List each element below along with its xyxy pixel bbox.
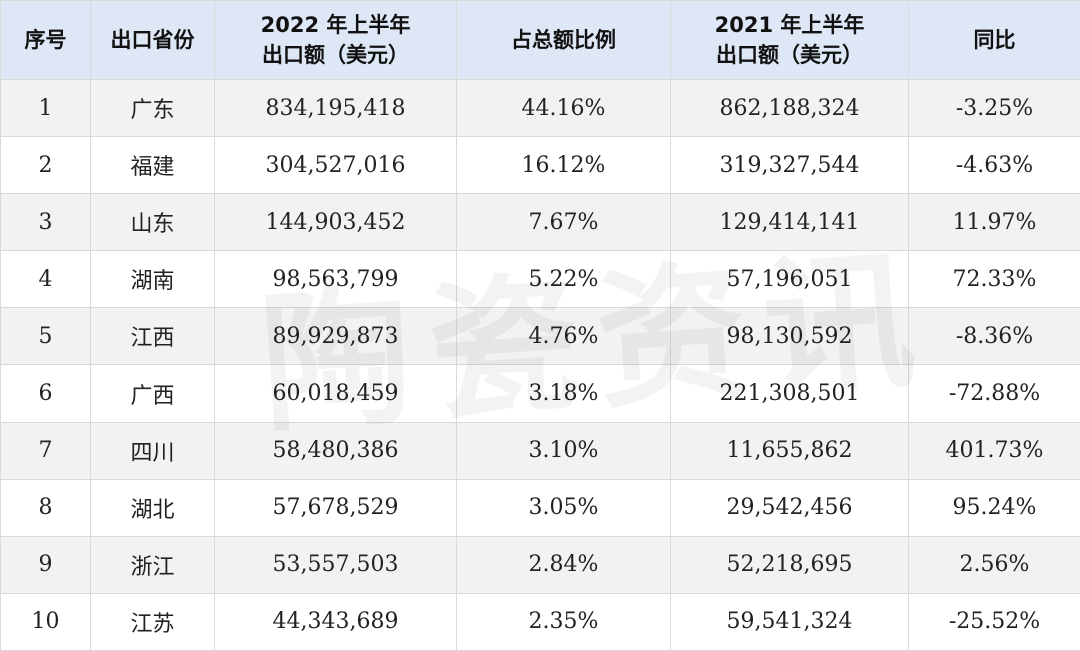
cell-rank: 2 xyxy=(0,136,91,195)
header-rank: 序号 xyxy=(0,0,91,80)
cell-province: 山东 xyxy=(90,193,215,252)
cell-yoy: -72.88% xyxy=(908,364,1080,423)
header-export-2021: 2021 年上半年 出口额（美元） xyxy=(670,0,909,80)
cell-share: 2.84% xyxy=(456,535,671,594)
header-share: 占总额比例 xyxy=(456,0,671,80)
header-export-2021-line2: 出口额（美元） xyxy=(716,43,863,67)
cell-export-2022: 58,480,386 xyxy=(214,421,457,480)
table-row: 1 广东 834,195,418 44.16% 862,188,324 -3.25% xyxy=(0,78,1080,138)
cell-yoy: 2.56% xyxy=(908,535,1080,594)
cell-share: 3.18% xyxy=(456,364,671,423)
cell-export-2021: 52,218,695 xyxy=(670,535,909,594)
cell-export-2022: 89,929,873 xyxy=(214,307,457,366)
cell-province: 江西 xyxy=(90,307,215,366)
cell-export-2021: 129,414,141 xyxy=(670,193,909,252)
cell-yoy: 95.24% xyxy=(908,478,1080,537)
cell-export-2022: 57,678,529 xyxy=(214,478,457,537)
cell-export-2021: 57,196,051 xyxy=(670,250,909,309)
header-province: 出口省份 xyxy=(90,0,215,80)
table-body: 1 广东 834,195,418 44.16% 862,188,324 -3.25% 2 福建… xyxy=(0,78,1080,651)
cell-export-2022: 834,195,418 xyxy=(214,78,457,138)
cell-province: 湖北 xyxy=(90,478,215,537)
cell-province: 广东 xyxy=(90,78,215,138)
cell-province: 浙江 xyxy=(90,535,215,594)
cell-export-2022: 98,563,799 xyxy=(214,250,457,309)
table-row: 6 广西 60,018,459 3.18% 221,308,501 -72.88% xyxy=(0,364,1080,423)
table-row: 2 福建 304,527,016 16.12% 319,327,544 -4.63% xyxy=(0,136,1080,195)
cell-yoy: 72.33% xyxy=(908,250,1080,309)
cell-rank: 9 xyxy=(0,535,91,594)
cell-export-2021: 59,541,324 xyxy=(670,592,909,651)
cell-yoy: -25.52% xyxy=(908,592,1080,651)
header-export-2022-line1: 2022 年上半年 xyxy=(260,13,411,37)
table-row: 7 四川 58,480,386 3.10% 11,655,862 401.73% xyxy=(0,421,1080,480)
table-row: 10 江苏 44,343,689 2.35% 59,541,324 -25.52% xyxy=(0,592,1080,651)
cell-rank: 10 xyxy=(0,592,91,651)
cell-export-2022: 44,343,689 xyxy=(214,592,457,651)
cell-yoy: 401.73% xyxy=(908,421,1080,480)
table-header-row: 序号 出口省份 2022 年上半年 出口额（美元） 占总额比例 2021 年上半… xyxy=(0,0,1080,80)
cell-export-2022: 304,527,016 xyxy=(214,136,457,195)
cell-rank: 3 xyxy=(0,193,91,252)
table-row: 8 湖北 57,678,529 3.05% 29,542,456 95.24% xyxy=(0,478,1080,537)
cell-rank: 5 xyxy=(0,307,91,366)
cell-province: 四川 xyxy=(90,421,215,480)
table-row: 5 江西 89,929,873 4.76% 98,130,592 -8.36% xyxy=(0,307,1080,366)
cell-export-2021: 11,655,862 xyxy=(670,421,909,480)
cell-rank: 4 xyxy=(0,250,91,309)
cell-province: 湖南 xyxy=(90,250,215,309)
header-export-2022-line2: 出口额（美元） xyxy=(262,43,409,67)
cell-share: 16.12% xyxy=(456,136,671,195)
cell-yoy: 11.97% xyxy=(908,193,1080,252)
cell-share: 3.05% xyxy=(456,478,671,537)
table-row: 9 浙江 53,557,503 2.84% 52,218,695 2.56% xyxy=(0,535,1080,594)
cell-share: 4.76% xyxy=(456,307,671,366)
cell-export-2021: 221,308,501 xyxy=(670,364,909,423)
cell-rank: 8 xyxy=(0,478,91,537)
cell-province: 福建 xyxy=(90,136,215,195)
header-export-2022: 2022 年上半年 出口额（美元） xyxy=(214,0,457,80)
cell-export-2021: 98,130,592 xyxy=(670,307,909,366)
cell-province: 江苏 xyxy=(90,592,215,651)
cell-rank: 1 xyxy=(0,78,91,138)
cell-yoy: -8.36% xyxy=(908,307,1080,366)
cell-export-2022: 60,018,459 xyxy=(214,364,457,423)
cell-export-2022: 144,903,452 xyxy=(214,193,457,252)
cell-share: 5.22% xyxy=(456,250,671,309)
cell-rank: 6 xyxy=(0,364,91,423)
header-export-2021-line1: 2021 年上半年 xyxy=(714,13,865,37)
cell-share: 3.10% xyxy=(456,421,671,480)
cell-export-2021: 862,188,324 xyxy=(670,78,909,138)
header-yoy: 同比 xyxy=(908,0,1080,80)
cell-share: 7.67% xyxy=(456,193,671,252)
cell-province: 广西 xyxy=(90,364,215,423)
cell-export-2021: 29,542,456 xyxy=(670,478,909,537)
table-row: 4 湖南 98,563,799 5.22% 57,196,051 72.33% xyxy=(0,250,1080,309)
cell-share: 2.35% xyxy=(456,592,671,651)
cell-yoy: -4.63% xyxy=(908,136,1080,195)
cell-share: 44.16% xyxy=(456,78,671,138)
table-row: 3 山东 144,903,452 7.67% 129,414,141 11.97% xyxy=(0,193,1080,252)
cell-yoy: -3.25% xyxy=(908,78,1080,138)
cell-rank: 7 xyxy=(0,421,91,480)
cell-export-2021: 319,327,544 xyxy=(670,136,909,195)
cell-export-2022: 53,557,503 xyxy=(214,535,457,594)
